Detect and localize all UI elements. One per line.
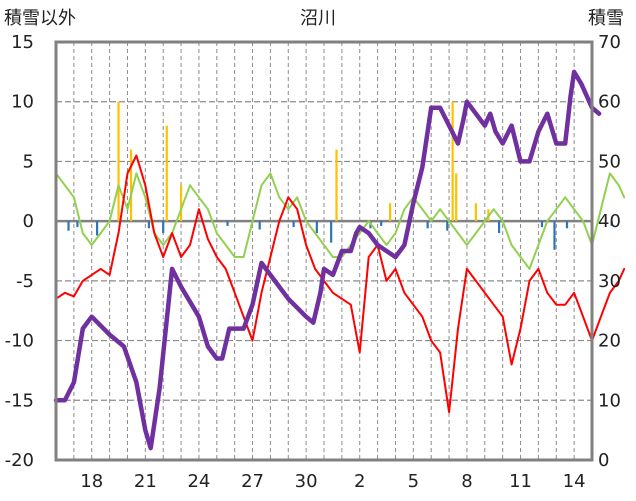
left-tick-label: -15: [5, 390, 34, 411]
x-tick-label: 24: [187, 471, 210, 492]
x-tick-label: 18: [80, 471, 103, 492]
left-tick-label: 10: [11, 92, 34, 113]
left-axis-title: 積雪以外: [4, 8, 76, 29]
series-lines: [53, 69, 626, 451]
x-tick-label: 8: [461, 471, 472, 492]
orange-bar: [389, 203, 392, 222]
blue-bar: [162, 221, 165, 234]
left-tick-label: 0: [23, 211, 34, 232]
x-tick-label: 27: [241, 471, 264, 492]
right-tick-label: 30: [598, 271, 621, 292]
axes: -20 -15 -10 -5 0 5 10 15 0 10 20 30 40 50 60 70 18 21 24 27…: [5, 32, 621, 492]
x-tick-label: 2: [354, 471, 365, 492]
chart-title: 沼川: [300, 8, 336, 29]
blue-bar: [330, 221, 333, 243]
orange-bar: [165, 125, 168, 222]
blue-bar: [446, 221, 449, 231]
blue-bar: [226, 221, 229, 226]
blue-bar: [147, 221, 151, 229]
right-axis-title: 積雪: [588, 8, 624, 29]
orange-bar: [335, 149, 338, 222]
blue-bar: [258, 221, 261, 230]
blue-bar: [565, 221, 569, 229]
blue-bar: [292, 221, 295, 228]
blue-bar: [497, 221, 501, 234]
right-tick-label: 40: [598, 211, 621, 232]
grid: [56, 42, 592, 460]
orange-bar: [451, 101, 454, 222]
blue-bar: [76, 221, 79, 228]
orange-bar: [455, 173, 458, 222]
right-tick-label: 70: [598, 32, 621, 53]
plot-frame: [54, 40, 594, 462]
x-tick-label: 21: [134, 471, 157, 492]
left-tick-label: -20: [5, 450, 34, 471]
x-tick-label: 14: [563, 471, 586, 492]
x-tick-label: 11: [509, 471, 532, 492]
x-tick-label: 5: [408, 471, 419, 492]
blue-bar: [540, 221, 544, 228]
blue-bar: [553, 221, 556, 250]
orange-bar: [474, 203, 477, 222]
left-tick-label: -10: [5, 331, 34, 352]
blue-bar: [315, 221, 318, 234]
blue-bar: [95, 221, 99, 236]
blue-bar: [610, 221, 613, 226]
left-tick-label: 15: [11, 32, 34, 53]
blue-bar: [380, 221, 383, 226]
orange-bar: [117, 101, 120, 222]
left-tick-label: -5: [16, 271, 34, 292]
bars: [67, 101, 613, 250]
orange-bar: [129, 149, 133, 222]
left-tick-label: 5: [23, 151, 34, 172]
orange-bar: [179, 185, 183, 222]
series-line-1: [55, 154, 626, 414]
right-tick-label: 20: [598, 331, 621, 352]
blue-bar: [426, 221, 429, 229]
right-tick-label: 0: [598, 450, 609, 471]
series-line-0: [53, 69, 602, 451]
x-tick-label: 30: [295, 471, 318, 492]
right-tick-label: 10: [598, 390, 621, 411]
right-tick-label: 60: [598, 92, 621, 113]
right-tick-label: 50: [598, 151, 621, 172]
blue-bar: [67, 221, 70, 231]
